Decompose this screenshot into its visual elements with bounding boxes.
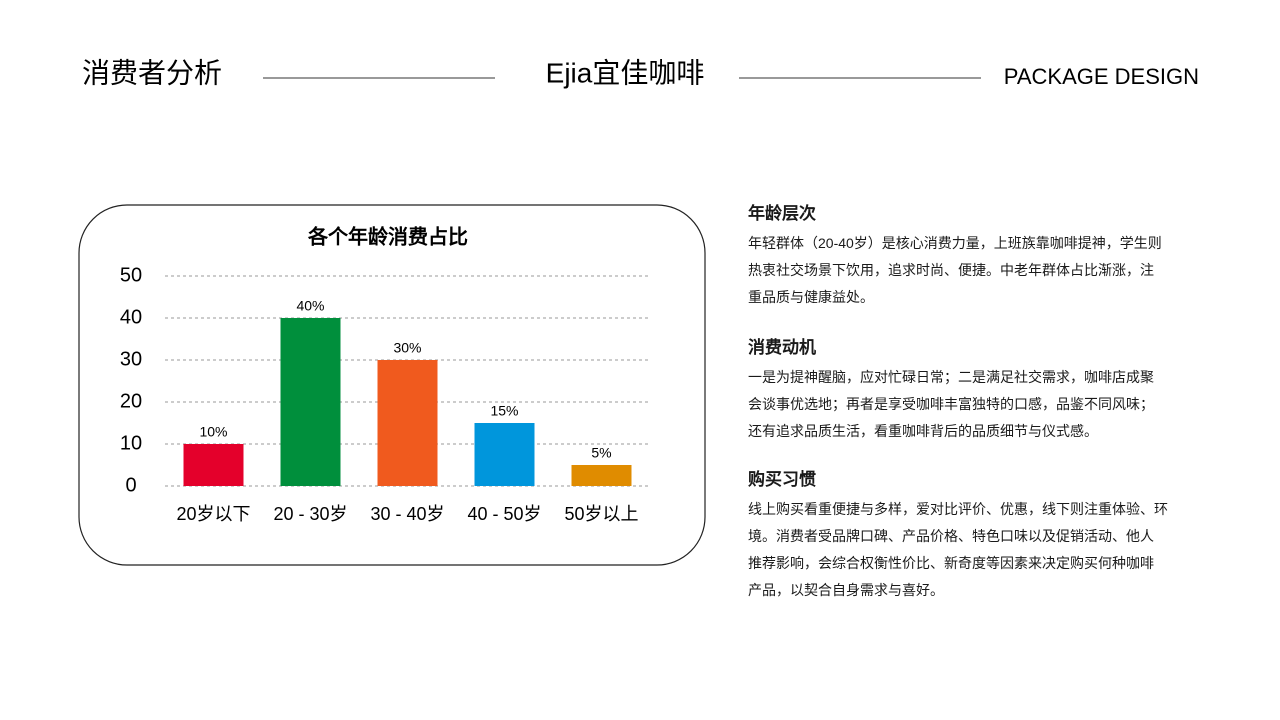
body-line: 境。消费者受品牌口碑、产品价格、特色口味以及促销活动、他人 bbox=[748, 528, 1154, 544]
section-heading: 年龄层次 bbox=[748, 204, 816, 223]
body-line: 会谈事优选地；再者是享受咖啡丰富独特的口感，品鉴不同风味； bbox=[748, 396, 1154, 412]
y-tick-label: 0 bbox=[125, 474, 136, 496]
section-heading: 购买习惯 bbox=[748, 470, 816, 489]
body-line: 产品，以契合自身需求与喜好。 bbox=[748, 582, 944, 598]
y-tick-label: 10 bbox=[120, 432, 142, 454]
body-line: 一是为提神醒脑，应对忙碌日常；二是满足社交需求，咖啡店成聚 bbox=[748, 369, 1154, 385]
x-tick-label: 30 - 40岁 bbox=[370, 504, 444, 524]
chart-title: 各个年龄消费占比 bbox=[307, 224, 468, 248]
bar bbox=[183, 444, 244, 486]
value-label: 15% bbox=[490, 403, 518, 419]
x-tick-label: 40 - 50岁 bbox=[467, 504, 541, 524]
value-label: 10% bbox=[199, 424, 227, 440]
x-tick-label: 20岁以下 bbox=[176, 504, 250, 524]
y-tick-label: 40 bbox=[120, 306, 142, 328]
chart-frame bbox=[78, 204, 706, 566]
header-center: Ejia宜佳咖啡 bbox=[546, 57, 705, 88]
header-left: 消费者分析 bbox=[82, 57, 222, 88]
value-label: 5% bbox=[591, 445, 611, 461]
bar bbox=[377, 360, 438, 486]
body-line: 推荐影响，会综合权衡性价比、新奇度等因素来决定购买何种咖啡 bbox=[748, 555, 1154, 571]
header-right: PACKAGE DESIGN bbox=[1004, 64, 1199, 89]
value-label: 30% bbox=[393, 340, 421, 356]
bar bbox=[474, 423, 535, 486]
body-line: 重品质与健康益处。 bbox=[748, 289, 874, 305]
value-label: 40% bbox=[296, 298, 324, 314]
section-heading: 消费动机 bbox=[748, 338, 816, 357]
text-section: 消费动机一是为提神醒脑，应对忙碌日常；二是满足社交需求，咖啡店成聚 会谈事优选地；… bbox=[748, 336, 1208, 445]
body-line: 线上购买看重便捷与多样，爱对比评价、优惠，线下则注重体验、环 bbox=[748, 501, 1168, 517]
body-line: 年轻群体（20-40岁）是核心消费力量，上班族靠咖啡提神，学生则 bbox=[748, 235, 1162, 251]
bar bbox=[571, 465, 632, 486]
x-tick-label: 20 - 30岁 bbox=[273, 504, 347, 524]
y-tick-label: 50 bbox=[120, 264, 142, 286]
y-tick-label: 30 bbox=[120, 348, 142, 370]
text-section: 购买习惯线上购买看重便捷与多样，爱对比评价、优惠，线下则注重体验、环 境。消费者受… bbox=[748, 468, 1208, 604]
body-line: 还有追求品质生活，看重咖啡背后的品质细节与仪式感。 bbox=[748, 423, 1098, 439]
bar bbox=[280, 318, 341, 486]
y-tick-label: 20 bbox=[120, 390, 142, 412]
text-section: 年龄层次年轻群体（20-40岁）是核心消费力量，上班族靠咖啡提神，学生则 热衷社交… bbox=[748, 202, 1208, 311]
x-tick-label: 50岁以上 bbox=[564, 504, 638, 524]
body-line: 热衷社交场景下饮用，追求时尚、便捷。中老年群体占比渐涨，注 bbox=[748, 262, 1154, 278]
